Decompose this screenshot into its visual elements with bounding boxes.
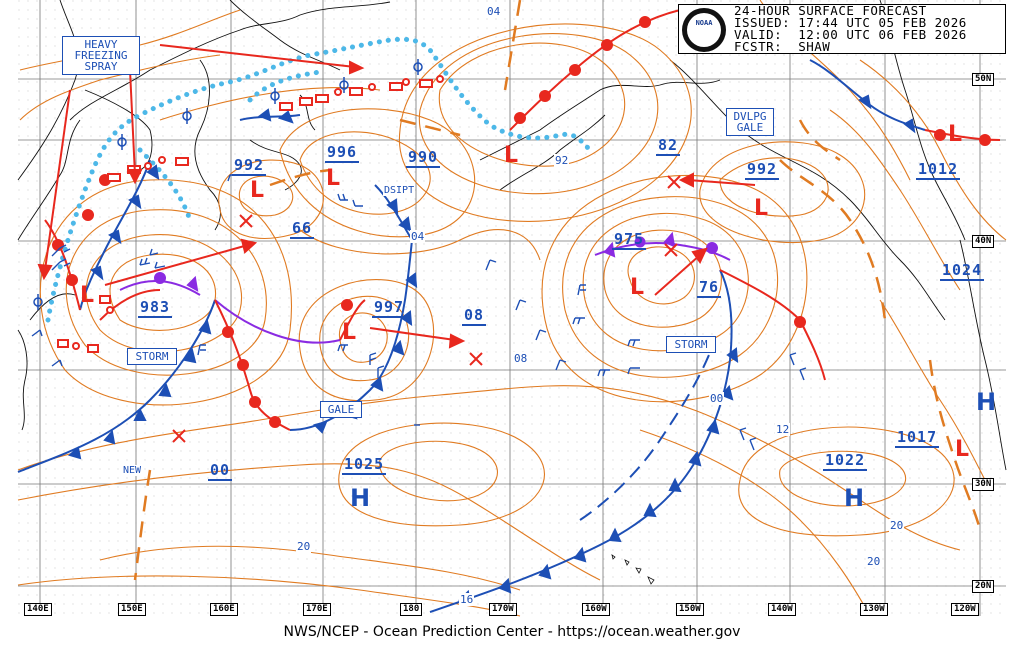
high-center-central: H <box>350 484 371 512</box>
forecast-title: 24-HOUR SURFACE FORECAST <box>734 3 927 18</box>
low-center-992: L <box>250 178 265 203</box>
lat-label: 20N <box>972 580 995 593</box>
high-center-coast: H <box>976 388 997 416</box>
lon-label: 130W <box>860 603 888 616</box>
freezing-spray-areas <box>57 75 444 353</box>
high-center-east: H <box>844 484 865 512</box>
lon-label: 150E <box>118 603 146 616</box>
valid-time: VALID: 12:00 UTC 06 FEB 2026 <box>734 27 967 42</box>
pressure-66: 66 <box>290 219 315 239</box>
isobar-label: 20 <box>866 555 882 568</box>
pressure-983: 983 <box>138 298 173 318</box>
lat-label: 50N <box>972 73 995 86</box>
pressure-996: 996 <box>325 143 360 163</box>
low-center-996: L <box>326 166 341 191</box>
hawaii-islands <box>611 554 655 585</box>
pressure-997: 997 <box>372 298 407 318</box>
footer-credit: NWS/NCEP - Ocean Prediction Center - htt… <box>283 624 741 640</box>
lat-label: 40N <box>972 235 995 248</box>
pressure-00: 00 <box>208 461 233 481</box>
storm-label-west: STORM <box>127 348 177 365</box>
issued-time: ISSUED: 17:44 UTC 05 FEB 2026 <box>734 15 967 30</box>
pressure-1025: 1025 <box>342 455 387 475</box>
pressure-1017: 1017 <box>895 428 940 448</box>
isobar-label: 92 <box>554 154 570 167</box>
lon-label: 160E <box>210 603 238 616</box>
lon-label: 160W <box>582 603 610 616</box>
pressure-82: 82 <box>656 136 681 156</box>
noaa-logo-inner <box>687 13 721 47</box>
lon-label: 170W <box>489 603 517 616</box>
storm-label-east: STORM <box>666 336 716 353</box>
pressure-1024: 1024 <box>940 261 985 281</box>
low-center-997: L <box>342 320 357 345</box>
low-center-983: L <box>80 283 95 308</box>
wind-barbs <box>31 174 807 451</box>
noaa-logo-text: NOAA <box>695 19 713 27</box>
pressure-76: 76 <box>697 278 722 298</box>
low-center-coast: L <box>955 437 970 462</box>
isobar-label: 20 <box>296 540 312 553</box>
forecaster: FCSTR: SHAW <box>734 39 831 54</box>
warm-fronts <box>44 9 1001 431</box>
pressure-1012: 1012 <box>916 160 961 180</box>
pressure-990: 990 <box>406 148 441 168</box>
isobar-label: 16 <box>459 593 475 606</box>
motion-arrows <box>37 44 756 349</box>
ice-accretion-symbols <box>33 59 423 310</box>
heavy-freezing-spray-label: HEAVY FREEZING SPRAY <box>62 36 140 75</box>
lon-label: 140E <box>24 603 52 616</box>
lon-label: 170E <box>303 603 331 616</box>
lon-label: 180 <box>400 603 423 616</box>
pressure-992-east: 992 <box>745 160 780 180</box>
low-center-975: L <box>630 275 645 300</box>
lon-label: 150W <box>676 603 704 616</box>
developing-gale-label: DVLPG GALE <box>726 108 774 136</box>
isobar-label: 20 <box>889 519 905 532</box>
isobar-label: 12 <box>775 423 791 436</box>
pressure-1022: 1022 <box>823 451 868 471</box>
ice-edge <box>45 36 593 323</box>
coastlines <box>17 0 1007 471</box>
low-center-992-east: L <box>754 196 769 221</box>
low-center-bering: L <box>504 143 519 168</box>
isobar-label: 08 <box>513 352 529 365</box>
gale-label: GALE <box>320 401 362 418</box>
new-label: NEW <box>122 465 143 476</box>
forecast-positions <box>172 175 681 443</box>
lat-label: 30N <box>972 478 995 491</box>
isobar-label: 04 <box>486 5 502 18</box>
lon-label: 120W <box>951 603 979 616</box>
dissipating-label: DSIPT <box>383 185 416 196</box>
troughs <box>133 0 982 581</box>
low-center-gulf: L <box>948 122 963 147</box>
pressure-975: 975 <box>612 230 647 250</box>
pressure-08: 08 <box>462 306 487 326</box>
isobar-label: 00 <box>709 392 725 405</box>
lon-label: 140W <box>768 603 796 616</box>
pressure-992-west: 992 <box>232 156 267 176</box>
forecast-header-box <box>678 4 1006 54</box>
isobar-label: 04 <box>410 230 426 243</box>
